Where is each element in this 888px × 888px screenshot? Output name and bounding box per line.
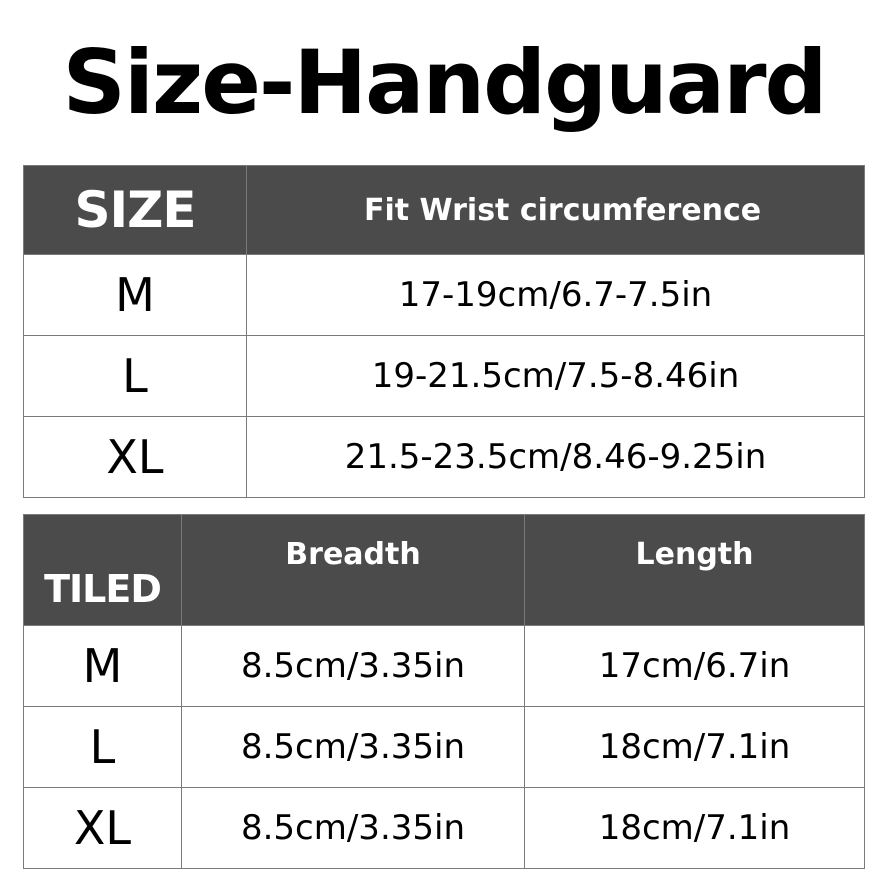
wrist-cell: 19-21.5cm/7.5-8.46in	[246, 335, 865, 417]
header-wrist: Fit Wrist circumference	[246, 165, 865, 255]
size-cell: M	[23, 625, 182, 707]
wrist-cell: 21.5-23.5cm/8.46-9.25in	[246, 416, 865, 498]
table-header-row: SIZE Fit Wrist circumference	[23, 165, 865, 255]
size-cell: XL	[23, 787, 182, 869]
size-cell: L	[23, 335, 247, 417]
table-row: XL 8.5cm/3.35in 18cm/7.1in	[23, 787, 865, 869]
length-cell: 17cm/6.7in	[524, 625, 865, 707]
table-row: M 17-19cm/6.7-7.5in	[23, 254, 865, 336]
header-breadth: Breadth	[181, 514, 525, 626]
tiled-table: TILED Breadth Length M 8.5cm/3.35in 17cm…	[23, 514, 865, 869]
table-header-row: TILED Breadth Length	[23, 514, 865, 626]
length-cell: 18cm/7.1in	[524, 787, 865, 869]
length-cell: 18cm/7.1in	[524, 706, 865, 788]
page-title: Size-Handguard	[62, 31, 827, 134]
size-cell: M	[23, 254, 247, 336]
breadth-cell: 8.5cm/3.35in	[181, 625, 525, 707]
breadth-cell: 8.5cm/3.35in	[181, 706, 525, 788]
header-size: SIZE	[23, 165, 247, 255]
table-row: M 8.5cm/3.35in 17cm/6.7in	[23, 625, 865, 707]
wrist-cell: 17-19cm/6.7-7.5in	[246, 254, 865, 336]
table-row: XL 21.5-23.5cm/8.46-9.25in	[23, 416, 865, 498]
size-cell: L	[23, 706, 182, 788]
breadth-cell: 8.5cm/3.35in	[181, 787, 525, 869]
size-table: SIZE Fit Wrist circumference M 17-19cm/6…	[23, 165, 865, 498]
table-row: L 19-21.5cm/7.5-8.46in	[23, 335, 865, 417]
header-length: Length	[524, 514, 865, 626]
header-tiled: TILED	[23, 514, 182, 626]
table-row: L 8.5cm/3.35in 18cm/7.1in	[23, 706, 865, 788]
size-cell: XL	[23, 416, 247, 498]
